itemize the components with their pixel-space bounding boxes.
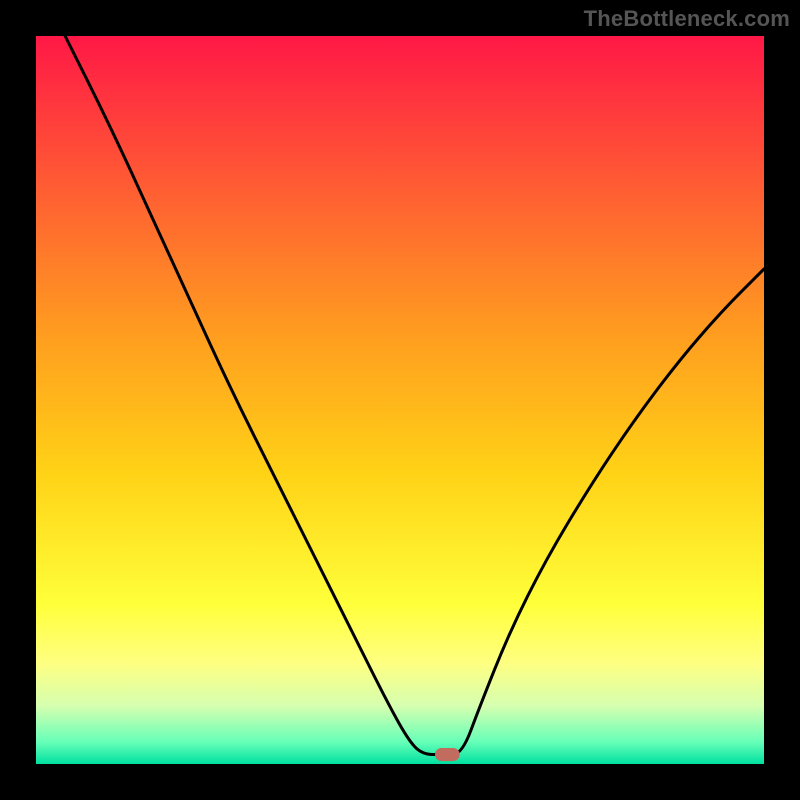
plot-svg: [36, 36, 764, 764]
chart-frame: TheBottleneck.com: [0, 0, 800, 800]
optimal-point-marker: [435, 748, 460, 761]
watermark-text: TheBottleneck.com: [584, 0, 800, 32]
gradient-background: [36, 36, 764, 764]
plot-area: [36, 36, 764, 764]
